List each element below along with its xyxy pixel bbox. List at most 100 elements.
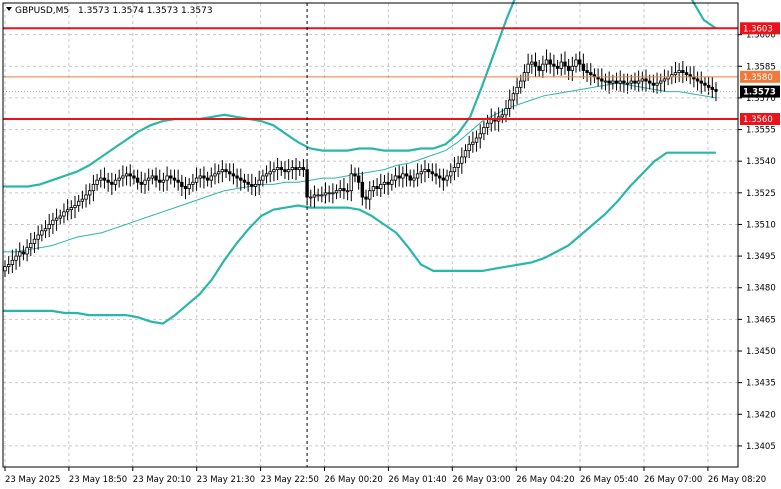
candle-body xyxy=(655,82,659,86)
price-axis[interactable]: 1.3600 1.3585 1.3570 1.3555 1.3540 1.3525 1.35… xyxy=(738,31,776,452)
candle-body xyxy=(438,175,442,179)
candle-body xyxy=(165,175,169,181)
candle-body xyxy=(176,179,180,183)
candle-body xyxy=(563,61,567,67)
x-tick-label: 26 May 01:40 xyxy=(388,475,446,485)
candle-body xyxy=(379,183,383,190)
candle-body xyxy=(382,181,387,185)
chart-header: GBPUSD,M5 1.3573 1.3574 1.3573 1.3573 xyxy=(6,6,213,16)
candle-body xyxy=(331,192,335,195)
candle-body xyxy=(430,171,435,175)
candle-body xyxy=(290,167,295,171)
candle-body xyxy=(209,175,214,181)
candle-body xyxy=(154,175,158,181)
dropdown-arrow-icon[interactable] xyxy=(6,7,12,11)
candle-body xyxy=(21,251,26,255)
candle-body xyxy=(146,177,151,181)
lower-band-line xyxy=(3,151,716,325)
candle-body xyxy=(312,194,317,198)
candle-body xyxy=(279,167,283,171)
candle-body xyxy=(647,80,652,84)
candle-body xyxy=(84,194,88,200)
candle-body xyxy=(117,177,121,181)
candle-body xyxy=(58,215,62,219)
candle-body xyxy=(242,179,247,183)
y-tick-label: 1.3555 xyxy=(746,126,776,136)
time-axis[interactable]: 23 May 2025 23 May 18:50 23 May 20:10 23 Ma… xyxy=(4,467,766,485)
candle-body xyxy=(294,167,298,171)
candle-body xyxy=(585,70,589,73)
candle-body xyxy=(603,80,608,83)
x-tick-label: 23 May 21:30 xyxy=(197,475,255,485)
level-labels: 1.3603 1.3580 1.3560 1.3573 xyxy=(740,22,780,125)
candle-body xyxy=(482,127,486,135)
candle-body xyxy=(194,177,199,183)
candle-body xyxy=(47,224,51,230)
candle-body xyxy=(589,72,593,76)
candle-body xyxy=(651,82,656,86)
level-label-box xyxy=(740,70,780,83)
candle-body xyxy=(121,175,125,179)
candle-body xyxy=(552,63,556,67)
candle-body xyxy=(102,177,107,181)
candle-body xyxy=(566,65,571,71)
y-tick-label: 1.3600 xyxy=(746,31,776,41)
x-tick-label: 26 May 00:20 xyxy=(325,475,383,485)
candle-body xyxy=(360,181,365,198)
candle-body xyxy=(124,173,129,177)
candle-body xyxy=(434,173,438,177)
candle-body xyxy=(673,72,678,76)
candle-body xyxy=(139,181,144,185)
candle-body xyxy=(408,175,412,181)
x-tick-label: 23 May 18:50 xyxy=(69,475,127,485)
candle-body xyxy=(99,177,103,181)
candle-body xyxy=(629,80,633,84)
candle-body xyxy=(500,114,505,118)
candle-body xyxy=(257,179,261,185)
candle-body xyxy=(14,255,18,261)
candle-body xyxy=(423,169,427,173)
candle-body xyxy=(29,243,33,249)
x-tick-label: 26 May 05:40 xyxy=(580,475,638,485)
y-tick-label: 1.3420 xyxy=(746,410,776,420)
candle-body xyxy=(419,171,423,175)
candle-body xyxy=(574,59,578,67)
candle-body xyxy=(25,247,29,255)
y-tick-label: 1.3405 xyxy=(746,442,776,452)
candle-body xyxy=(445,175,449,181)
candle-body xyxy=(555,65,560,69)
candle-body xyxy=(681,70,685,73)
candle-body xyxy=(526,63,530,73)
candle-body xyxy=(537,65,541,71)
candle-body xyxy=(607,80,611,84)
middle-band-line xyxy=(3,82,716,253)
candle-body xyxy=(364,196,368,200)
candle-body xyxy=(275,167,280,171)
price-levels xyxy=(3,27,738,120)
y-tick-label: 1.3480 xyxy=(746,284,776,294)
candle-body xyxy=(316,194,320,197)
candle-body xyxy=(334,190,339,194)
candle-body xyxy=(246,181,250,185)
grid-lines xyxy=(3,3,738,467)
y-tick-label: 1.3450 xyxy=(746,347,776,357)
y-tick-label: 1.3510 xyxy=(746,220,776,230)
candle-body xyxy=(132,175,136,179)
candle-body xyxy=(301,167,306,171)
candle-body xyxy=(548,59,552,65)
candle-body xyxy=(706,84,711,88)
candle-body xyxy=(401,173,405,179)
candle-body xyxy=(231,173,236,177)
candle-body xyxy=(202,175,206,179)
candle-body xyxy=(544,59,549,65)
candle-body xyxy=(224,169,228,173)
candle-body xyxy=(504,108,508,116)
candle-body xyxy=(397,175,401,179)
candle-body xyxy=(298,167,302,171)
y-tick-label: 1.3435 xyxy=(746,379,776,389)
candle-body xyxy=(183,186,188,189)
candle-body xyxy=(18,251,22,257)
candle-body xyxy=(570,65,575,71)
